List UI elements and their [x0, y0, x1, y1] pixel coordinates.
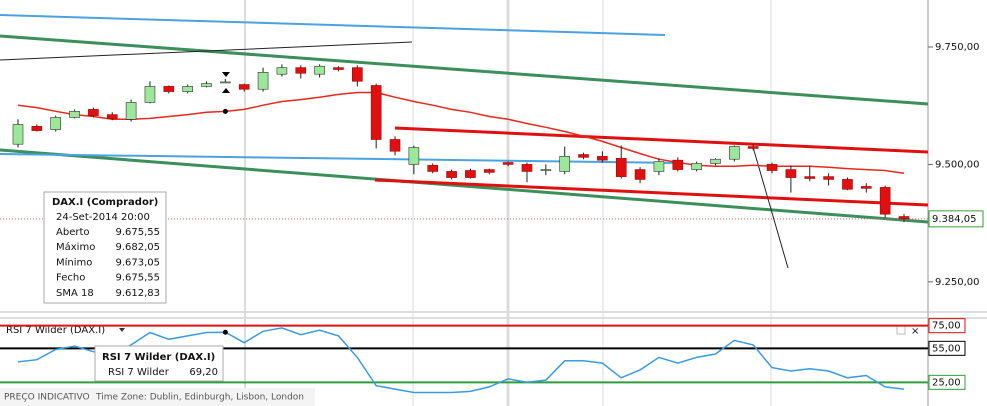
candle-body: [31, 126, 43, 131]
dropdown-icon[interactable]: [119, 328, 125, 332]
candle-body: [427, 165, 439, 172]
candle-body: [257, 72, 269, 90]
candle-body: [653, 161, 665, 172]
tooltip-row-label: Aberto: [56, 227, 90, 238]
candle-body: [314, 65, 325, 75]
candle-body: [370, 85, 382, 140]
candle-body: [747, 146, 759, 149]
candle-body: [540, 169, 552, 171]
candle-body: [823, 176, 834, 180]
candle-body: [879, 187, 891, 215]
candle-body: [106, 114, 118, 119]
candle-body: [295, 67, 307, 74]
candle-body: [163, 86, 175, 92]
y-tick-box: [928, 340, 966, 356]
candle-body: [483, 169, 495, 173]
candle-body: [691, 163, 702, 170]
candle-body: [12, 124, 24, 145]
tooltip-sma-label: SMA 18: [56, 288, 94, 299]
y-tick-label: 9.500,00: [935, 159, 980, 170]
rsi-point: [222, 329, 228, 335]
candle-body: [125, 102, 137, 120]
tooltip-row-value: 9.682,05: [115, 242, 160, 253]
candle-body: [276, 67, 288, 75]
y-tick-label: 75,00: [932, 321, 961, 332]
candle-body: [578, 154, 589, 158]
candle-body: [615, 157, 627, 177]
candle-body: [559, 156, 570, 172]
candle-body: [182, 86, 193, 92]
candle-body: [446, 171, 457, 178]
candle-body: [672, 159, 684, 170]
tooltip-label: RSI 7 Wilder: [108, 367, 170, 378]
candle-body: [238, 84, 250, 90]
y-tick-box: [928, 374, 966, 390]
candle-body: [333, 67, 344, 70]
y-tick-label: 25,00: [932, 377, 961, 388]
candle-body: [766, 164, 778, 171]
tooltip-title: RSI 7 Wilder (DAX.I): [102, 352, 215, 363]
candle-body: [144, 86, 156, 103]
candle-body: [804, 176, 816, 179]
candle-body: [465, 170, 476, 178]
tooltip-row-label: Máximo: [56, 241, 95, 253]
tooltip-row-value: 9.673,05: [115, 257, 160, 268]
price-tooltip: DAX.I (Comprador) 24-Set-2014 20:00 Aber…: [43, 191, 167, 304]
candle-body: [521, 164, 533, 172]
candle-body: [50, 117, 62, 130]
status-bar: [0, 388, 315, 406]
trendlines: [0, 14, 929, 269]
tooltip-title: DAX.I (Comprador): [52, 197, 158, 208]
y-tick-label: 9.750,00: [935, 42, 980, 53]
tooltip-row-label: Mínimo: [56, 256, 92, 268]
tooltip-row-value: 9.675,55: [115, 227, 160, 238]
tooltip-row-value: 9.675,55: [115, 273, 160, 284]
rsi-line: [17, 327, 905, 394]
price-tag-label: 9.384,05: [932, 214, 977, 225]
sma-point: [222, 108, 228, 114]
status-label: PREÇO INDICATIVO: [4, 393, 90, 403]
tooltip-value: 69,20: [189, 367, 218, 378]
rsi-title: RSI 7 Wilder (DAX.I): [6, 325, 105, 336]
tooltip-box: [94, 345, 224, 382]
candle-body: [69, 111, 80, 118]
tooltip-date: 24-Set-2014 20:00: [56, 212, 150, 223]
price-tag: [928, 210, 984, 228]
candle-body: [634, 169, 646, 180]
candle-body: [785, 169, 797, 178]
candle-body: [729, 146, 740, 160]
y-tick-box: [928, 318, 966, 334]
candle-body: [408, 147, 420, 165]
candle-body: [597, 156, 608, 161]
tooltip-box: [43, 191, 167, 304]
y-tick-label: 55,00: [932, 343, 961, 354]
candle-body: [502, 162, 514, 165]
candle-body: [352, 67, 363, 82]
y-tick-label: 9.250,00: [935, 277, 980, 288]
timezone: Time Zone: Dublin, Edinburgh, Lisbon, Lo…: [95, 393, 304, 403]
candle-body: [842, 179, 853, 190]
sma-line: [17, 91, 905, 175]
tooltip-row-label: Fecho: [56, 273, 85, 284]
rsi-tooltip: RSI 7 Wilder (DAX.I) RSI 7 Wilder 69,20: [94, 345, 224, 382]
candle-body: [860, 186, 872, 189]
vertical-grid: [244, 0, 772, 406]
candle-body: [389, 139, 401, 152]
candle-body: [201, 83, 212, 87]
candle-body: [710, 158, 721, 164]
candle-body: [898, 216, 910, 220]
candle-body: [88, 109, 99, 116]
close-icon[interactable]: ×: [911, 326, 919, 337]
tooltip-sma-value: 9.612,83: [115, 288, 160, 299]
crosshair: [222, 72, 230, 93]
candle-body: [220, 81, 231, 84]
